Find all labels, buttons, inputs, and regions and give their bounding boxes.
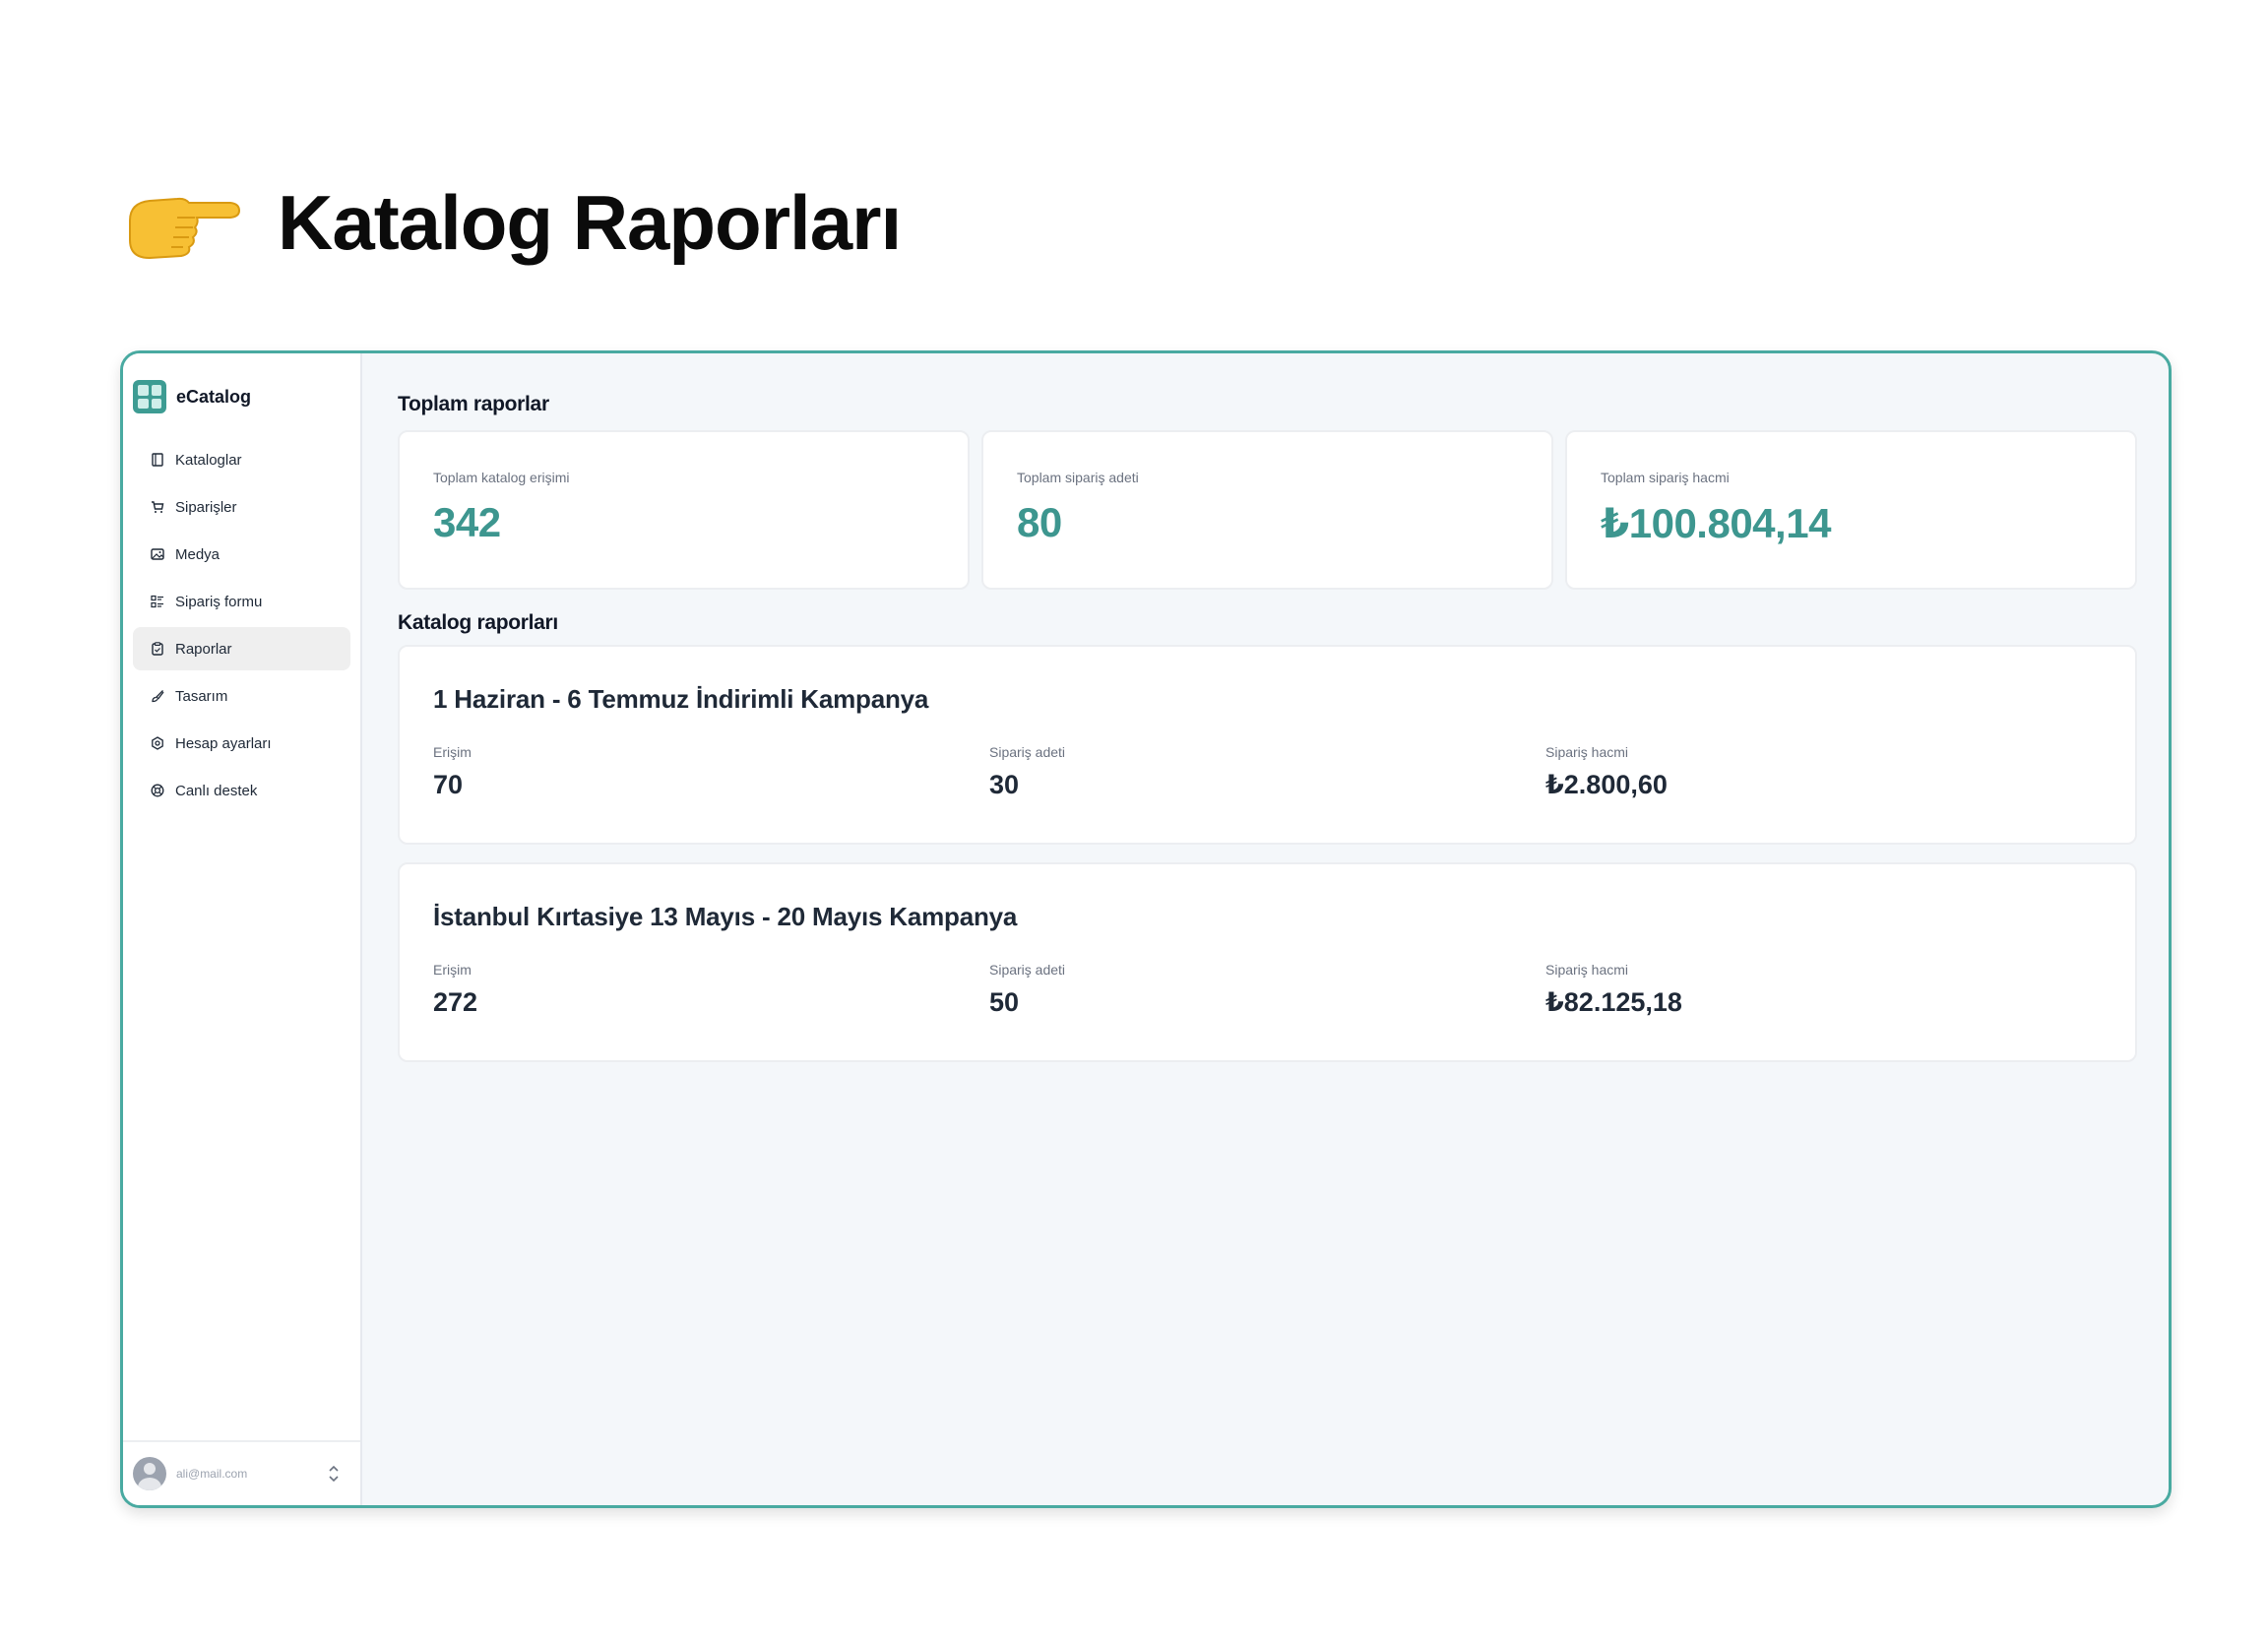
sidebar-item-label: Tasarım <box>175 687 228 705</box>
user-menu[interactable]: ali@mail.com <box>123 1440 360 1505</box>
stat-value: 80 <box>1017 499 1062 545</box>
stat-card-catalog-reach: Toplam katalog erişimi 342 <box>398 430 970 590</box>
campaign-card[interactable]: 1 Haziran - 6 Temmuz İndirimli Kampanya … <box>398 645 2137 845</box>
sidebar-item-label: Sipariş formu <box>175 593 263 610</box>
clipboard-icon <box>151 642 164 656</box>
brand-name: eCatalog <box>176 386 252 407</box>
metric-value: 70 <box>433 770 464 799</box>
sidebar-item-canli-destek[interactable]: Canlı destek <box>133 769 350 812</box>
sidebar-item-siparisler[interactable]: Siparişler <box>133 485 350 529</box>
sidebar-item-label: Medya <box>175 545 220 563</box>
sidebar: eCatalog Kataloglar Siparişler Medya <box>123 353 362 1505</box>
sidebar-item-label: Kataloglar <box>175 451 242 469</box>
page-header: Katalog Raporları <box>120 173 902 272</box>
sidebar-item-medya[interactable]: Medya <box>133 533 350 576</box>
metric-label: Sipariş hacmi <box>1545 962 1629 978</box>
sidebar-item-siparis-formu[interactable]: Sipariş formu <box>133 580 350 623</box>
brush-icon <box>151 689 164 703</box>
ecatalog-logo-icon <box>133 380 166 413</box>
app-window: eCatalog Kataloglar Siparişler Medya <box>120 350 2172 1508</box>
campaign-card[interactable]: İstanbul Kırtasiye 13 Mayıs - 20 Mayıs K… <box>398 862 2137 1062</box>
metric-label: Sipariş hacmi <box>1545 744 1629 760</box>
metric-value: ₺2.800,60 <box>1545 770 1668 799</box>
lifebuoy-icon <box>151 784 164 797</box>
sidebar-item-kataloglar[interactable]: Kataloglar <box>133 438 350 481</box>
campaign-metrics: Erişim 70 Sipariş adeti 30 Sipariş hacmi… <box>433 744 2102 800</box>
metric-order-volume: Sipariş hacmi ₺2.800,60 <box>1545 744 2102 800</box>
hexagon-settings-icon <box>151 736 164 750</box>
sidebar-item-label: Siparişler <box>175 498 237 516</box>
pointing-hand-right-icon <box>129 197 240 260</box>
cart-icon <box>151 500 164 514</box>
metric-value: 272 <box>433 987 478 1017</box>
sidebar-item-raporlar[interactable]: Raporlar <box>133 627 350 670</box>
chevron-up-down-icon[interactable] <box>323 1463 345 1485</box>
metric-order-volume: Sipariş hacmi ₺82.125,18 <box>1545 962 2102 1018</box>
user-email: ali@mail.com <box>176 1467 248 1481</box>
stat-label: Toplam sipariş hacmi <box>1601 470 1730 485</box>
sidebar-item-tasarim[interactable]: Tasarım <box>133 674 350 718</box>
main-content: Toplam raporlar Toplam katalog erişimi 3… <box>362 353 2169 1505</box>
metric-label: Erişim <box>433 962 472 978</box>
page-title: Katalog Raporları <box>278 178 902 266</box>
stat-card-order-count: Toplam sipariş adeti 80 <box>981 430 1553 590</box>
stat-label: Toplam sipariş adeti <box>1017 470 1139 485</box>
stat-value: 342 <box>433 499 501 545</box>
sidebar-item-label: Raporlar <box>175 640 232 658</box>
totals-cards: Toplam katalog erişimi 342 Toplam sipari… <box>398 430 2137 590</box>
stat-card-order-volume: Toplam sipariş hacmi ₺100.804,14 <box>1565 430 2137 590</box>
sidebar-item-label: Canlı destek <box>175 782 258 799</box>
stat-label: Toplam katalog erişimi <box>433 470 570 485</box>
totals-section-title: Toplam raporlar <box>398 393 549 415</box>
avatar <box>133 1457 166 1490</box>
metric-value: 50 <box>989 987 1020 1017</box>
catalog-reports-title: Katalog raporları <box>398 611 558 634</box>
metric-order-count: Sipariş adeti 30 <box>989 744 1545 800</box>
campaign-metrics: Erişim 272 Sipariş adeti 50 Sipariş hacm… <box>433 962 2102 1018</box>
metric-value: ₺82.125,18 <box>1545 987 1682 1017</box>
brand[interactable]: eCatalog <box>133 377 360 416</box>
metric-reach: Erişim 272 <box>433 962 989 1018</box>
metric-value: 30 <box>989 770 1020 799</box>
image-icon <box>151 547 164 561</box>
metric-label: Sipariş adeti <box>989 744 1066 760</box>
campaign-title: 1 Haziran - 6 Temmuz İndirimli Kampanya <box>433 684 929 714</box>
metric-label: Erişim <box>433 744 472 760</box>
book-icon <box>151 453 164 467</box>
stat-value: ₺100.804,14 <box>1601 500 1831 546</box>
sidebar-item-hesap-ayarlari[interactable]: Hesap ayarları <box>133 722 350 765</box>
sidebar-item-label: Hesap ayarları <box>175 734 272 752</box>
metric-label: Sipariş adeti <box>989 962 1066 978</box>
campaign-title: İstanbul Kırtasiye 13 Mayıs - 20 Mayıs K… <box>433 902 1018 931</box>
form-icon <box>151 595 164 608</box>
metric-order-count: Sipariş adeti 50 <box>989 962 1545 1018</box>
sidebar-nav: Kataloglar Siparişler Medya Sipariş form… <box>123 438 360 812</box>
metric-reach: Erişim 70 <box>433 744 989 800</box>
